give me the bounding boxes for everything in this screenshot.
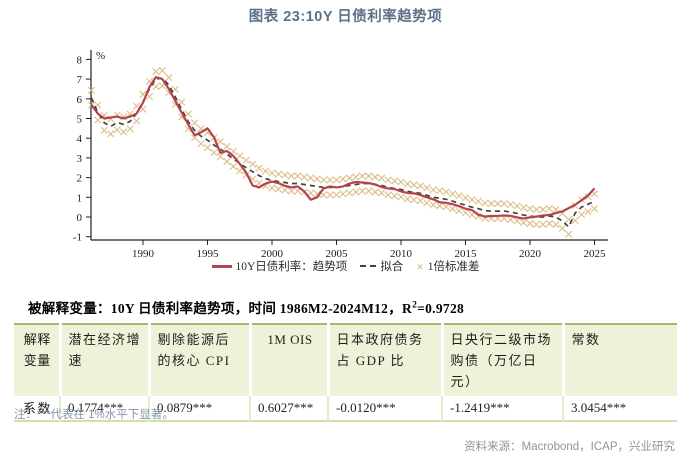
legend-label-band: 1倍标准差 [427, 261, 480, 273]
caption-prefix: 被解释变量：10Y 日债利率趋势项，时间 1986M2-2024M12，R [28, 301, 413, 316]
x-marker-swatch-icon: × [416, 258, 424, 274]
col-header-explanatory: 解释变量 [14, 324, 62, 396]
svg-text:0: 0 [77, 212, 83, 224]
svg-text:2020: 2020 [519, 248, 542, 258]
svg-text:2005: 2005 [326, 248, 349, 258]
std-band-markers [87, 67, 599, 238]
legend-item-trend: 10Y日债利率：趋势项 [211, 258, 348, 274]
svg-text:3: 3 [77, 153, 83, 165]
svg-text:2000: 2000 [261, 248, 284, 258]
fit-line [90, 77, 595, 229]
svg-text:8: 8 [77, 54, 83, 66]
cell-constant: 3.0454*** [563, 396, 677, 421]
regression-caption: 被解释变量：10Y 日债利率趋势项，时间 1986M2-2024M12，R2=0… [28, 297, 464, 317]
legend-label-fit: 拟合 [380, 261, 404, 273]
cell-1m-ois: 0.6027*** [250, 396, 329, 421]
svg-text:2010: 2010 [390, 248, 413, 258]
svg-text:-1: -1 [73, 232, 82, 244]
dashed-line-swatch-icon [360, 265, 377, 267]
table-row: 系数 0.1774*** 0.0879*** 0.6027*** -0.0120… [14, 396, 677, 421]
col-header-constant: 常数 [563, 324, 677, 396]
cell-potential-growth: 0.1774*** [60, 396, 150, 421]
svg-text:1: 1 [77, 192, 83, 204]
axes: -1 0 1 2 3 4 5 6 7 8 1990 1995 2000 2005 2010 2015 2020 2… [73, 50, 608, 258]
data-source: 资料来源：Macrobond，ICAP，兴业研究 [464, 441, 675, 453]
svg-text:1990: 1990 [132, 248, 155, 258]
table-header-row: 解释变量 潜在经济增速 剔除能源后的核心 CPI 1M OIS 日本政府债务占 … [14, 324, 677, 396]
chart-legend: 10Y日债利率：趋势项 拟合 × 1倍标准差 [0, 258, 691, 274]
chart-canvas: -1 0 1 2 3 4 5 6 7 8 1990 1995 2000 2005 2010 2015 2020 2… [73, 50, 608, 258]
cell-boj-purchases: -1.2419*** [442, 396, 564, 421]
coefficient-table: 解释变量 潜在经济增速 剔除能源后的核心 CPI 1M OIS 日本政府债务占 … [14, 323, 677, 422]
caption-superscript: 2 [412, 300, 418, 311]
legend-label-trend: 10Y日债利率：趋势项 [235, 261, 348, 273]
svg-text:5: 5 [77, 114, 83, 126]
solid-line-swatch-icon [211, 264, 232, 268]
svg-text:%: % [96, 50, 105, 62]
col-header-potential-growth: 潜在经济增速 [60, 324, 151, 396]
col-header-debt-gdp: 日本政府债务占 GDP 比 [328, 324, 444, 396]
col-header-core-cpi: 剔除能源后的核心 CPI [149, 324, 252, 396]
col-header-1m-ois: 1M OIS [250, 324, 330, 396]
significance-note: 注：***代表在 1%水平下显著。 [14, 409, 174, 421]
svg-text:6: 6 [77, 94, 83, 106]
svg-text:1995: 1995 [197, 248, 220, 258]
svg-text:2015: 2015 [455, 248, 478, 258]
legend-item-band: × 1倍标准差 [416, 258, 479, 274]
trend-line [90, 76, 596, 220]
figure-title: 图表 23:10Y 日债利率趋势项 [248, 9, 443, 25]
svg-text:2: 2 [77, 173, 83, 185]
cell-debt-gdp: -0.0120*** [328, 396, 443, 421]
svg-text:4: 4 [77, 133, 83, 145]
col-header-boj-purchases: 日央行二级市场购债（万亿日元） [442, 324, 565, 396]
caption-suffix: =0.9728 [417, 301, 465, 316]
row-label-coefficient: 系数 [14, 396, 61, 421]
legend-item-fit: 拟合 [360, 258, 403, 274]
svg-text:2025: 2025 [584, 248, 607, 258]
cell-core-cpi: 0.0879*** [149, 396, 251, 421]
svg-text:7: 7 [77, 74, 83, 86]
